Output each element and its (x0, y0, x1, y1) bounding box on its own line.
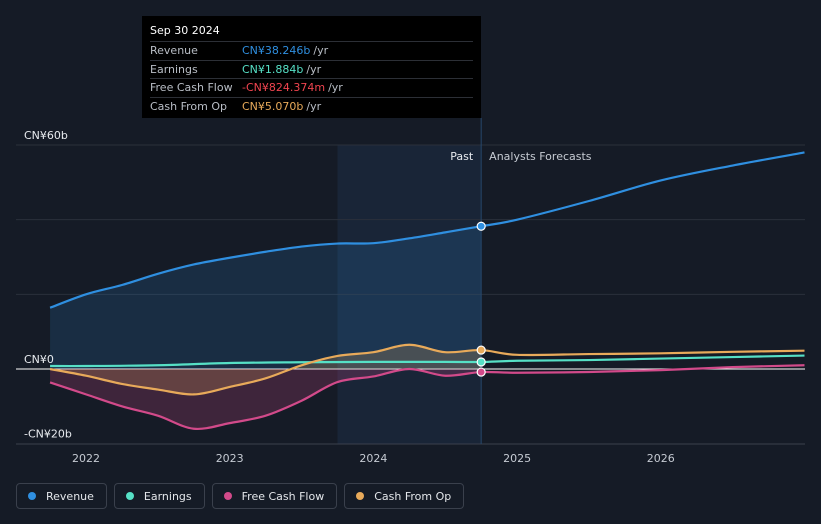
x-tick-label: 2025 (503, 452, 531, 465)
tooltip-value: CN¥1.884b (242, 62, 304, 76)
tooltip-unit: /yr (306, 62, 322, 76)
legend-item-free-cash-flow[interactable]: Free Cash Flow (211, 483, 338, 509)
tooltip-row-revenue: Revenue CN¥38.246b /yr (150, 41, 473, 60)
x-tick-label: 2023 (216, 452, 244, 465)
tooltip-label: Earnings (150, 62, 198, 76)
series-area-revenue (50, 226, 482, 369)
legend-dot-icon (28, 492, 36, 500)
tooltip-value: CN¥5.070b (242, 99, 304, 113)
series-line-revenue (49, 151, 805, 309)
tooltip: Sep 30 2024 Revenue CN¥38.246b /yr Earni… (142, 16, 481, 118)
x-tick-label: 2022 (72, 452, 100, 465)
legend-item-cash-from-op[interactable]: Cash From Op (344, 483, 465, 509)
tooltip-row-cash-from-op: Cash From Op CN¥5.070b /yr (150, 96, 473, 116)
tooltip-value: CN¥38.246b (242, 44, 311, 58)
forecast-label: Analysts Forecasts (489, 150, 592, 163)
x-tick-label: 2026 (647, 452, 675, 465)
x-tick-label: 2024 (359, 452, 387, 465)
data-point-revenue (476, 221, 486, 231)
legend-item-earnings[interactable]: Earnings (113, 483, 205, 509)
legend-dot-icon (125, 492, 134, 500)
tooltip-unit: /yr (313, 44, 329, 58)
series-line-free-cash-flow (49, 364, 805, 431)
data-point-earnings (476, 357, 486, 367)
tooltip-row-free-cash-flow: Free Cash Flow -CN¥824.374m /yr (150, 78, 473, 97)
tooltip-value: -CN¥824.374m (242, 81, 326, 95)
y-tick-label: CN¥60b (24, 129, 68, 142)
legend-label: Cash From Op (374, 489, 452, 503)
tooltip-label: Free Cash Flow (150, 81, 233, 95)
series-line-cash-from-op (49, 343, 805, 396)
series-area-cash-from-op (50, 344, 482, 395)
y-tick-label: -CN¥20b (24, 428, 72, 441)
data-point-free-cash-flow (476, 367, 486, 377)
past-label: Past (450, 150, 474, 163)
data-point-cash-from-op (476, 345, 486, 355)
tooltip-unit: /yr (306, 99, 322, 113)
tooltip-label: Revenue (150, 44, 198, 58)
tooltip-label: Cash From Op (150, 99, 228, 113)
legend-dot-icon (356, 492, 365, 500)
legend-dot-icon (223, 492, 232, 500)
legend: Revenue Earnings Free Cash Flow Cash Fro… (16, 483, 465, 509)
tooltip-row-earnings: Earnings CN¥1.884b /yr (150, 59, 473, 79)
series-area-free-cash-flow (50, 368, 482, 429)
tooltip-date: Sep 30 2024 (150, 24, 220, 37)
legend-label: Earnings (143, 489, 192, 503)
series-line-earnings (50, 354, 805, 368)
tooltip-unit: /yr (328, 81, 343, 95)
y-tick-label: CN¥0 (24, 353, 54, 366)
legend-item-revenue[interactable]: Revenue (16, 483, 107, 509)
legend-label: Free Cash Flow (241, 489, 325, 503)
legend-label: Revenue (46, 489, 94, 503)
